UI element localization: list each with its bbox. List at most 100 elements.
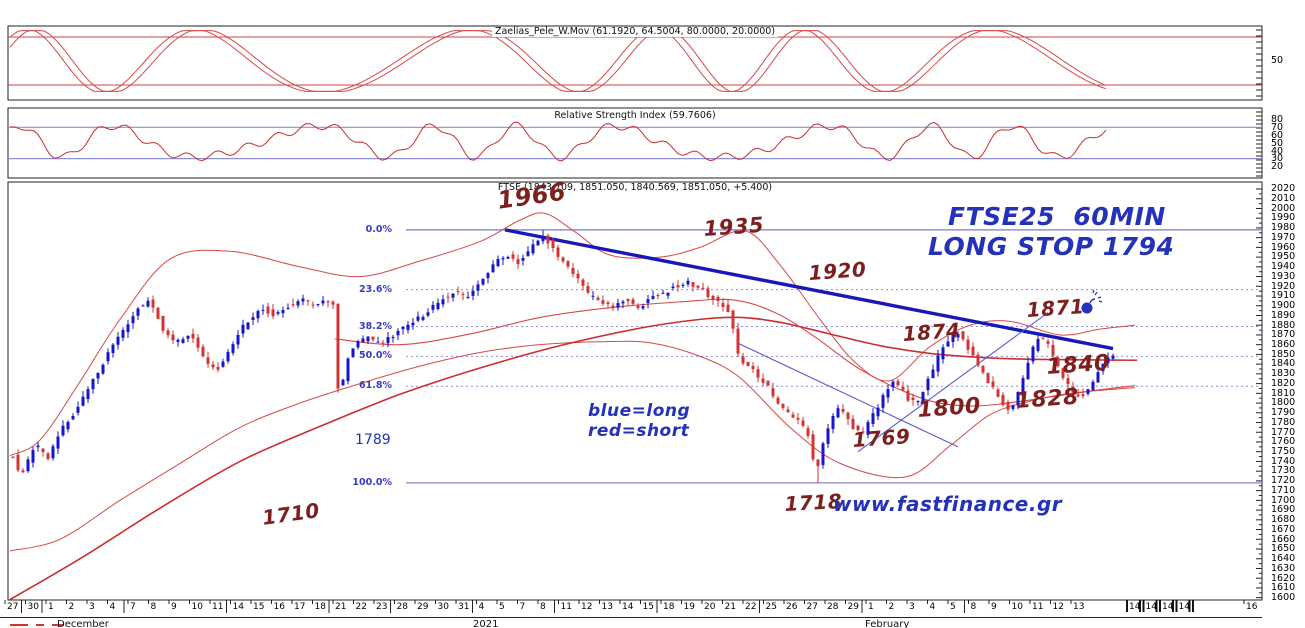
oscillator-axis-label: 50 xyxy=(1271,55,1284,66)
time-label: 11 xyxy=(212,601,224,612)
price-axis-label: 1930 xyxy=(1271,270,1296,282)
annotation-1769: 1769 xyxy=(851,423,912,452)
price-axis-label: 1990 xyxy=(1271,212,1296,224)
time-label: 16 xyxy=(273,601,285,612)
time-label: 7 xyxy=(519,601,526,612)
time-label: 15 xyxy=(253,601,265,612)
price-axis-label: 1770 xyxy=(1271,426,1296,438)
time-label: 9 xyxy=(171,601,177,612)
time-label: 22 xyxy=(745,601,757,612)
price-axis-label: 2010 xyxy=(1271,193,1296,205)
price-axis-label: 1890 xyxy=(1271,309,1296,321)
time-label: 13 xyxy=(601,601,613,612)
bomb-icon xyxy=(1081,289,1103,314)
price-axis-label: 1710 xyxy=(1271,484,1296,496)
price-axis-label: 1850 xyxy=(1271,348,1296,360)
time-label: 14 xyxy=(622,601,634,612)
time-label: 11 xyxy=(1032,601,1044,612)
price-axis-label: 2020 xyxy=(1271,183,1296,195)
month-label: 2021 xyxy=(473,618,499,628)
time-label: 12 xyxy=(1052,601,1064,612)
time-label: 2 xyxy=(888,601,895,612)
time-label: 25 xyxy=(765,601,777,612)
rsi-axis-label: 70 xyxy=(1271,122,1284,134)
price-axis-label: 1790 xyxy=(1271,407,1296,419)
time-label: 23 xyxy=(376,601,388,612)
annotation-site: www.fastfinance.gr xyxy=(833,492,1063,516)
time-label: 4 xyxy=(478,601,485,612)
time-label: 31 xyxy=(458,601,470,612)
time-label: 1 xyxy=(48,601,54,612)
fib-label: 61.8% xyxy=(359,380,392,392)
time-label: 5 xyxy=(499,601,505,612)
time-label-cluster: 14 xyxy=(1145,601,1157,612)
annotation-1920: 1920 xyxy=(807,256,868,285)
price-axis-label: 1680 xyxy=(1271,514,1296,526)
annotation-1789: 1789 xyxy=(355,432,391,448)
time-label: 29 xyxy=(417,601,429,612)
annotation-1840: 1840 xyxy=(1045,350,1111,380)
time-label: 21 xyxy=(335,601,347,612)
price-axis-label: 1900 xyxy=(1271,300,1296,312)
time-label: 18 xyxy=(663,601,675,612)
price-axis-label: 1750 xyxy=(1271,446,1296,457)
annotation-1874: 1874 xyxy=(901,317,962,346)
time-label: 8 xyxy=(150,601,157,612)
price-axis-label: 1940 xyxy=(1271,261,1296,273)
price-axis-label: 1720 xyxy=(1271,475,1296,487)
time-label: 30 xyxy=(437,601,449,612)
rsi-axis-label: 40 xyxy=(1271,145,1284,157)
price-axis-label: 1870 xyxy=(1271,329,1296,341)
price-axis-label: 1910 xyxy=(1271,290,1296,302)
time-label: 29 xyxy=(847,601,859,612)
price-axis-label: 1980 xyxy=(1271,222,1296,234)
price-axis-label: 1620 xyxy=(1271,572,1296,584)
price-axis-label: 1820 xyxy=(1271,377,1296,389)
price-axis-label: 1730 xyxy=(1271,465,1296,477)
rsi-title: Relative Strength Index (59.7606) xyxy=(551,111,719,121)
annotation-legend-blue: blue=long xyxy=(588,401,691,421)
annotation-1935: 1935 xyxy=(702,212,765,241)
time-label-end: 16 xyxy=(1246,601,1258,612)
fib-label: 38.2% xyxy=(359,320,392,332)
price-axis-label: 1660 xyxy=(1271,533,1296,545)
fib-label: 100.0% xyxy=(352,476,392,488)
price-axis-label: 1760 xyxy=(1271,436,1296,448)
price-axis-label: 1640 xyxy=(1271,553,1296,565)
rsi-axis-label: 50 xyxy=(1271,137,1284,149)
price-axis-label: 1950 xyxy=(1271,251,1296,263)
time-label: 2 xyxy=(68,601,75,612)
annotation-symbol-timeframe: FTSE25 60MIN xyxy=(948,202,1166,231)
fib-label: 23.6% xyxy=(359,283,392,295)
rsi-axis-label: 20 xyxy=(1271,161,1284,173)
time-label: 9 xyxy=(991,601,997,612)
price-axis-label: 1670 xyxy=(1271,523,1296,535)
rsi-axis-label: 80 xyxy=(1271,114,1284,126)
time-label: 11 xyxy=(560,601,572,612)
time-label: 22 xyxy=(355,601,367,612)
oscillator-title: Zaelias_Pele_W.Mov (61.1920, 64.5004, 80… xyxy=(491,27,779,37)
time-label: 7 xyxy=(130,601,136,612)
price-axis-label: 1610 xyxy=(1271,582,1296,594)
time-label: 5 xyxy=(950,601,956,612)
price-axis-label: 2000 xyxy=(1271,202,1296,214)
time-label: 17 xyxy=(294,601,306,612)
rsi-axis-label: 60 xyxy=(1271,129,1284,141)
annotation-1828: 1828 xyxy=(1014,384,1080,414)
rsi-axis-label: 30 xyxy=(1271,153,1284,165)
time-label: 3 xyxy=(909,601,915,612)
annotation-1871: 1871 xyxy=(1025,293,1086,322)
time-label: 30 xyxy=(27,601,39,612)
price-axis-label: 1740 xyxy=(1271,455,1296,467)
price-axis-label: 1830 xyxy=(1271,368,1296,380)
time-label: 26 xyxy=(786,601,798,612)
time-label: 8 xyxy=(540,601,546,612)
time-label: 27 xyxy=(806,601,818,612)
time-label: 3 xyxy=(89,601,95,612)
price-axis-label: 1800 xyxy=(1271,397,1296,409)
time-label: 4 xyxy=(109,601,116,612)
time-label: 28 xyxy=(827,601,839,612)
time-label: 12 xyxy=(581,601,593,612)
